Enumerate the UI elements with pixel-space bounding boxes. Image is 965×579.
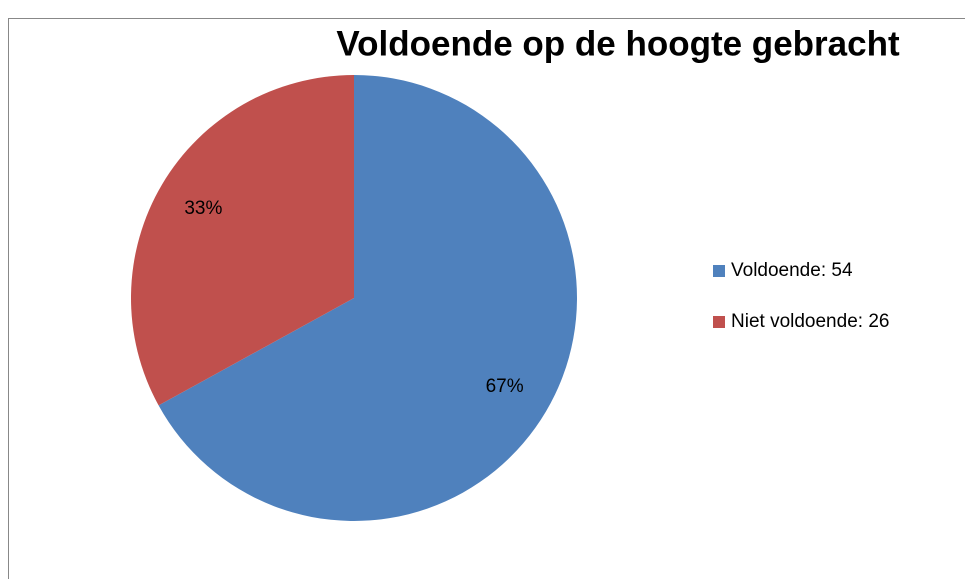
legend-label: Voldoende: 54 [731,260,853,281]
data-label: 67% [486,376,524,397]
legend-swatch [713,265,725,277]
data-label: 33% [184,198,222,219]
legend-swatch [713,316,725,328]
pie-slice [158,75,577,521]
legend-label: Niet voldoende: 26 [731,311,889,332]
chart-title: Voldoende op de hoogte gebracht [336,24,900,63]
pie-slice [130,74,354,406]
